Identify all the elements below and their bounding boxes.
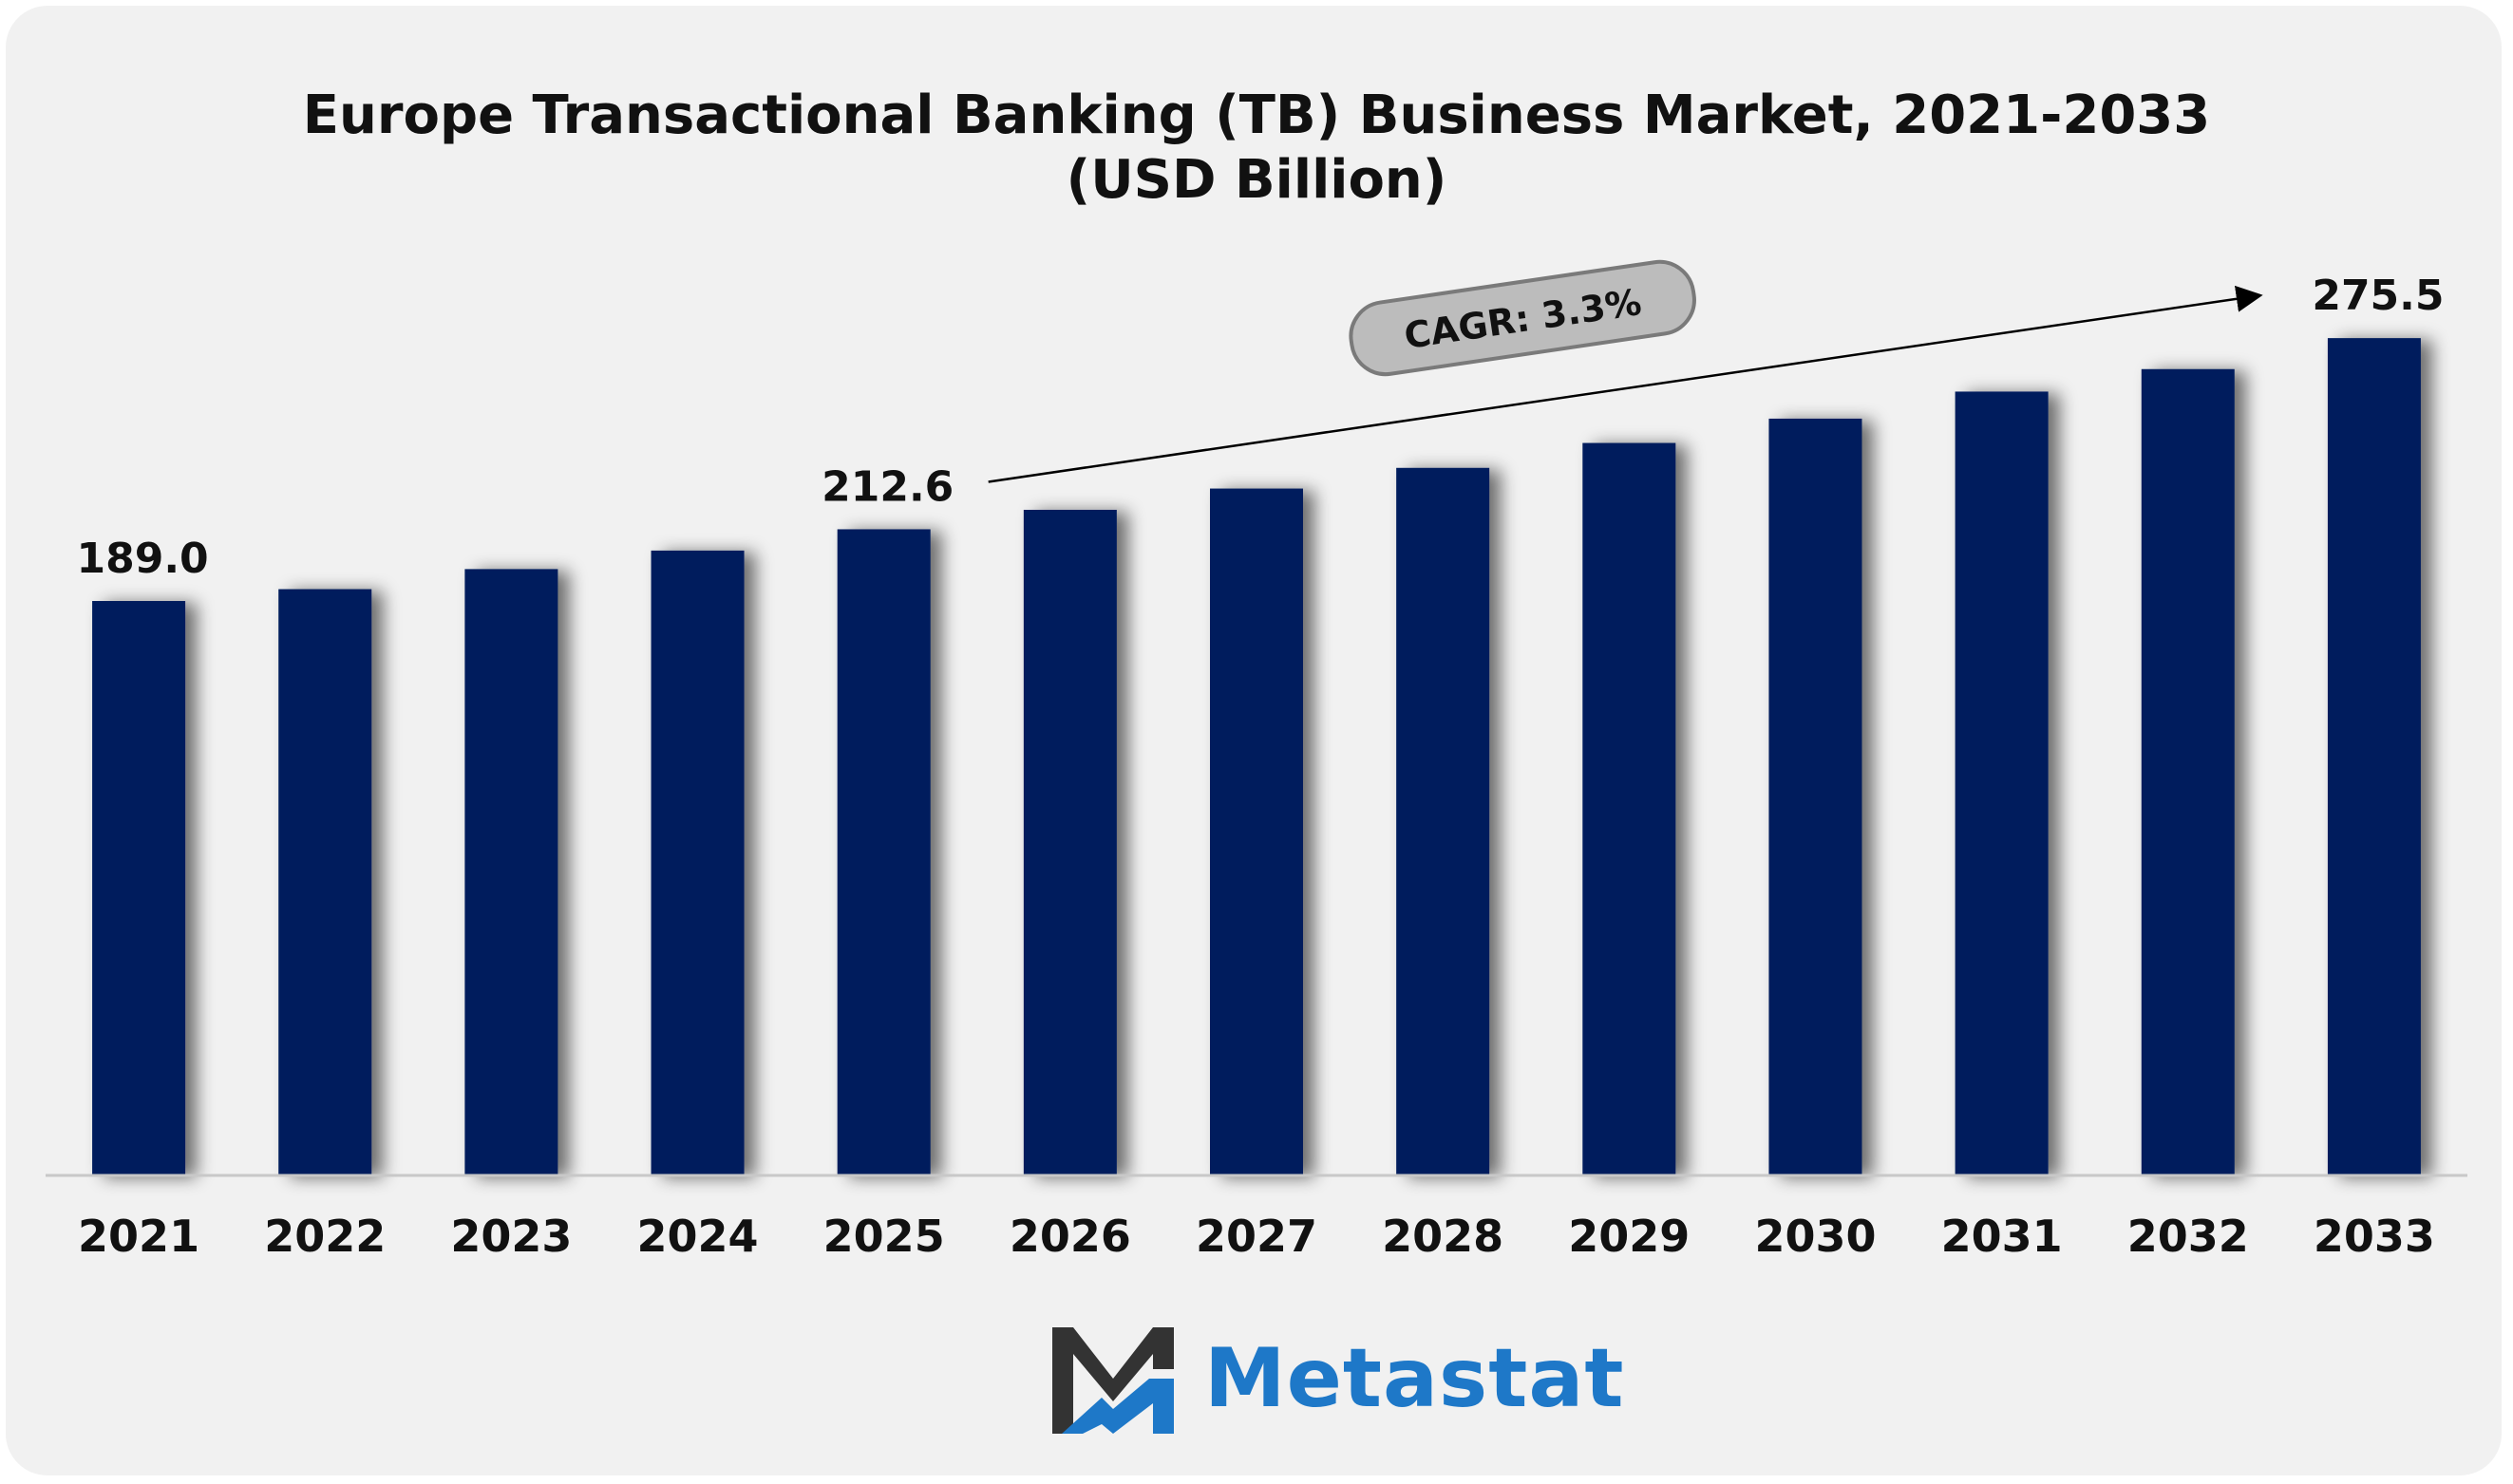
x-tick-label-2029: 2029	[1568, 1211, 1690, 1262]
x-tick-label-2032: 2032	[2127, 1211, 2249, 1262]
x-tick-label-2031: 2031	[1941, 1211, 2063, 1262]
chart-title: Europe Transactional Banking (TB) Busine…	[302, 85, 2211, 146]
metastat-logo: Metastat	[1045, 1322, 1624, 1436]
bar-2022	[278, 589, 372, 1175]
metastat-m-icon	[1052, 1327, 1174, 1434]
cagr-badge-bg	[1349, 259, 1696, 377]
chart-title-block: Europe Transactional Banking (TB) Busine…	[0, 84, 2513, 213]
data-label-2025: 212.6	[822, 462, 954, 511]
x-tick-label-2026: 2026	[1010, 1211, 1131, 1262]
bar-2033	[2327, 338, 2421, 1175]
bar-2027	[1210, 488, 1303, 1175]
data-label-2021: 189.0	[76, 535, 208, 583]
bar-2028	[1396, 467, 1490, 1175]
bar-2029	[1582, 442, 1676, 1175]
bar-2023	[464, 569, 558, 1175]
cagr-arrow	[988, 285, 2263, 483]
x-tick-label-2030: 2030	[1754, 1211, 1876, 1262]
cagr-badge: CAGR: 3.3%	[1349, 259, 1696, 377]
bar-2025	[837, 529, 931, 1175]
x-tick-label-2024: 2024	[637, 1211, 759, 1262]
x-tick-label-2027: 2027	[1196, 1211, 1317, 1262]
x-tick-label-2023: 2023	[450, 1211, 572, 1262]
x-tick-label-2025: 2025	[823, 1211, 945, 1262]
bar-2032	[2141, 368, 2235, 1175]
logo-text: Metastat	[1204, 1331, 1625, 1426]
bar-2024	[651, 550, 745, 1175]
bar-2026	[1023, 509, 1117, 1175]
bar-2030	[1768, 418, 1862, 1175]
bar-2021	[92, 601, 186, 1175]
x-tick-label-2028: 2028	[1382, 1211, 1503, 1262]
data-label-2033: 275.5	[2312, 272, 2444, 320]
x-tick-label-2021: 2021	[78, 1211, 199, 1262]
chart-subtitle: (USD Billion)	[1066, 149, 1447, 211]
x-tick-label-2022: 2022	[264, 1211, 386, 1262]
bar-2031	[1955, 391, 2049, 1175]
x-tick-label-2033: 2033	[2314, 1211, 2435, 1262]
